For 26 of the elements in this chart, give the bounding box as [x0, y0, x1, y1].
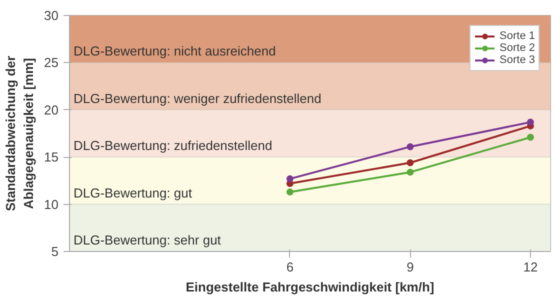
y-tick-label: 5	[51, 244, 59, 259]
point	[526, 134, 534, 141]
point	[286, 175, 294, 182]
point	[286, 188, 294, 196]
y-tick-label: 10	[44, 196, 59, 212]
point	[406, 143, 414, 150]
band-label: DLG-Bewertung: zufriedenstellend	[74, 138, 272, 154]
band-label: DLG-Bewertung: weniger zufriedenstellend	[74, 90, 322, 106]
x-tick-label: 9	[406, 260, 414, 274]
y-tick-label: 20	[44, 102, 59, 118]
point	[526, 118, 534, 126]
x-tick-label: 12	[523, 260, 538, 274]
y-tick-label: 15	[44, 150, 59, 165]
y-tick-label: 30	[44, 8, 59, 23]
point	[406, 168, 414, 176]
band-label: DLG-Bewertung: gut	[74, 185, 192, 200]
point	[406, 159, 414, 166]
legend-label: Sorte 3	[500, 54, 535, 66]
band-label: DLG-Bewertung: nicht ausreichend	[74, 44, 276, 59]
y-axis-title: Standardabweichung der Ablagegenauigkeit [mm]	[3, 56, 36, 212]
legend-label: Sorte 1	[500, 30, 535, 42]
legend-label: Sorte 2	[500, 42, 535, 54]
x-axis-title: Eingestellte Fahrgeschwindigkeit [km/h]	[186, 280, 434, 294]
x-tick-label: 6	[286, 260, 294, 274]
band-label: DLG-Bewertung: sehr gut	[74, 232, 222, 248]
y-tick-label: 25	[44, 55, 59, 70]
